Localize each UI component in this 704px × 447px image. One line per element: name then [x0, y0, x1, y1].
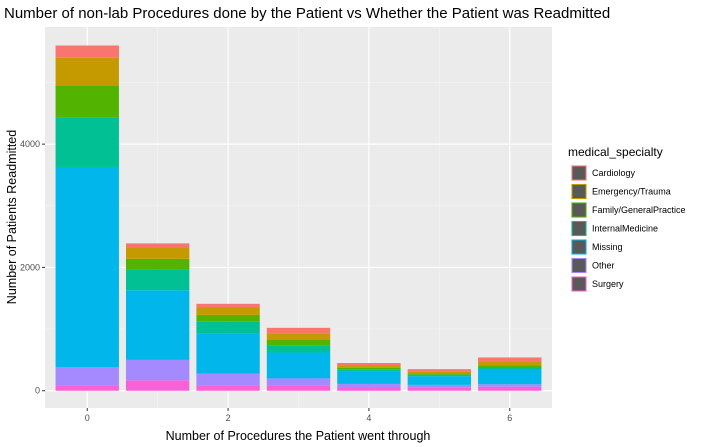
x-axis-title: Number of Procedures the Patient went th… [166, 429, 431, 443]
bar-segment [196, 385, 260, 391]
y-axis-title: Number of Patients Readmitted [5, 130, 19, 304]
bar-segment [55, 117, 119, 167]
bar-segment [266, 339, 331, 346]
bar-segment [125, 380, 190, 391]
bar-segment [55, 385, 119, 391]
legend-key [571, 239, 587, 255]
bar-segment [266, 352, 331, 379]
bar-segment [407, 369, 472, 372]
bar-segment [407, 374, 472, 377]
bar-segment [337, 371, 401, 384]
bar-segment [125, 258, 190, 270]
bar-segment [196, 373, 260, 386]
y-tick-label: 2000 [20, 262, 40, 272]
bar-segment [407, 371, 472, 374]
legend-title: medical_specialty [568, 145, 663, 159]
y-tick-label: 0 [35, 386, 40, 396]
legend: medical_specialty Cardiology Emergency/Tr… [568, 145, 686, 292]
x-tick-label: 4 [366, 413, 371, 423]
bar-segment [55, 367, 119, 386]
bar-segment [337, 367, 401, 370]
bar-segment [478, 367, 542, 370]
bar-segment [266, 327, 331, 334]
bar-segment [125, 269, 190, 291]
legend-key [571, 202, 587, 218]
bar-segment [478, 365, 542, 368]
bar-segment [407, 376, 472, 385]
bar-segment [55, 85, 119, 118]
bar-segment [55, 57, 119, 86]
legend-key [571, 258, 587, 273]
y-axis-ticks: 0 2000 4000 [20, 139, 45, 396]
legend-label: Family/GeneralPractice [592, 205, 686, 215]
bar-segment [196, 303, 260, 308]
chart-title: Number of non-lab Procedures done by the… [4, 5, 610, 22]
legend-label: Cardiology [592, 168, 636, 178]
bar-segment [125, 243, 190, 248]
bar-segment [407, 387, 472, 391]
legend-key [571, 221, 587, 236]
bar-segment [266, 333, 331, 340]
bar-segment [407, 373, 472, 375]
legend-label: Other [592, 261, 615, 271]
legend-label: Missing [592, 242, 623, 252]
legend-key [571, 276, 587, 292]
bar-segment [125, 290, 190, 360]
bar-segment [55, 166, 119, 368]
bar-segment [337, 365, 401, 368]
bar-segment [55, 45, 119, 58]
bar-segment [407, 384, 472, 388]
bar-segment [337, 383, 401, 388]
bar-segment [478, 369, 542, 385]
bar-segment [337, 369, 401, 372]
bar-segment [478, 384, 542, 387]
bar-segment [196, 314, 260, 322]
legend-label: Surgery [592, 279, 624, 289]
bar-segment [478, 386, 542, 391]
bar-segment [478, 357, 542, 362]
bar-segment [266, 378, 331, 386]
bar-segment [266, 385, 331, 391]
bar-segment [196, 307, 260, 315]
bar-segment [125, 359, 190, 381]
x-tick-label: 6 [507, 413, 512, 423]
x-tick-label: 0 [85, 413, 90, 423]
bar-segment [196, 321, 260, 334]
stacked-bars [55, 45, 542, 391]
legend-label: Emergency/Trauma [592, 187, 671, 197]
legend-label: InternalMedicine [592, 224, 658, 234]
bar-segment [196, 333, 260, 374]
bar-segment [125, 247, 190, 259]
y-tick-label: 4000 [20, 139, 40, 149]
x-tick-label: 2 [226, 413, 231, 423]
bar-segment [266, 345, 331, 353]
bar-segment [337, 387, 401, 391]
bar-segment [478, 361, 542, 366]
bar-segment [337, 362, 401, 366]
legend-key [571, 184, 587, 199]
x-axis-ticks: 0 2 4 6 [85, 408, 512, 423]
legend-key [571, 165, 587, 181]
